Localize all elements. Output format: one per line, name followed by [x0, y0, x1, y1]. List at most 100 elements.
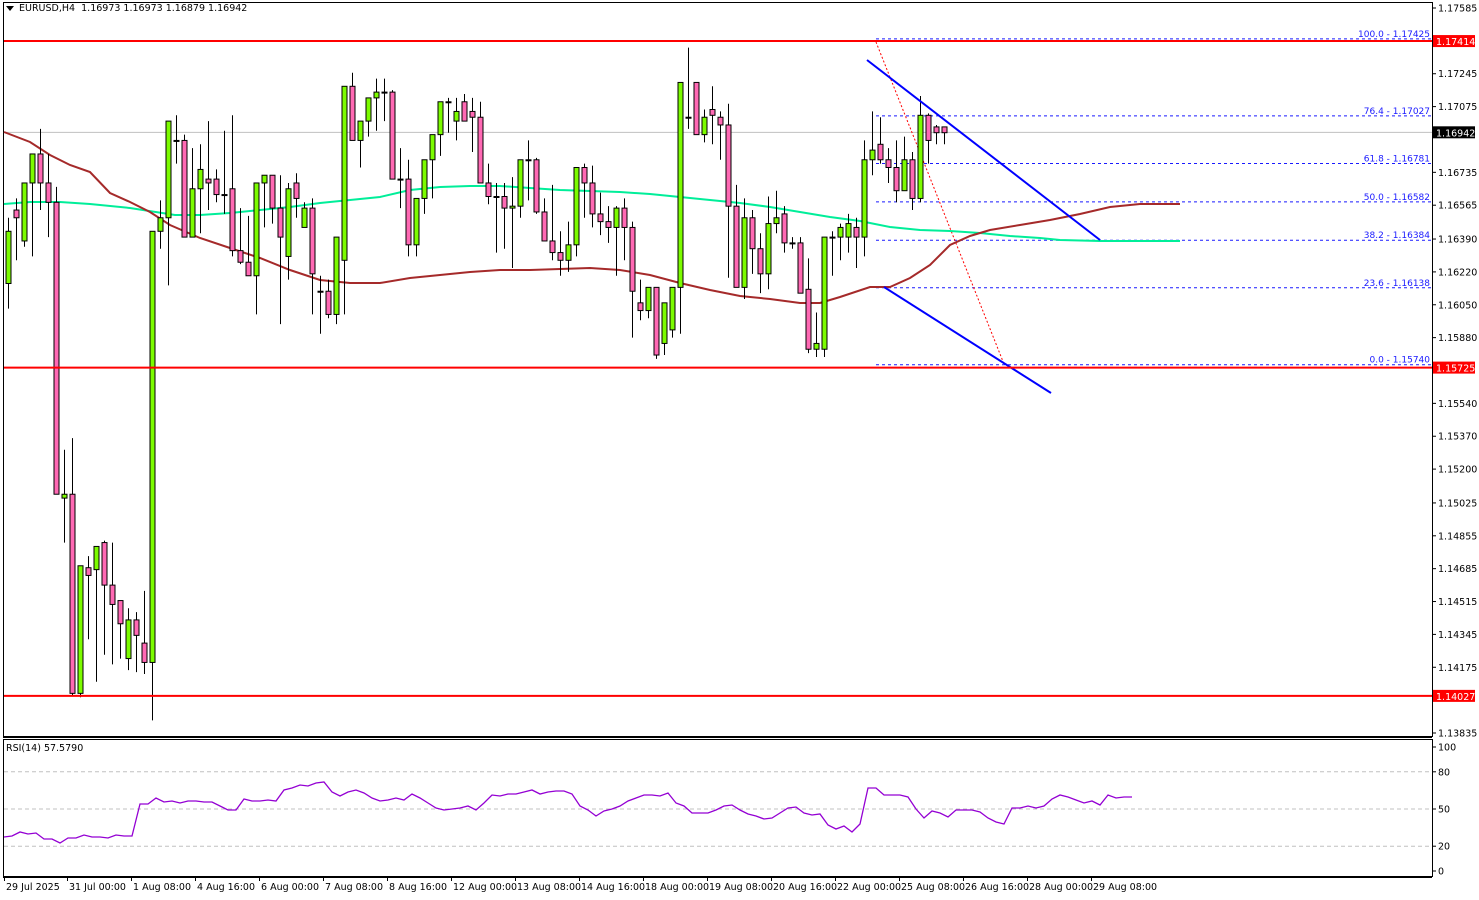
- candle: [717, 111, 724, 160]
- candle: [285, 182, 292, 280]
- x-tick-label: 22 Aug 00:00: [837, 882, 901, 893]
- candle: [301, 202, 308, 228]
- candle: [845, 213, 852, 253]
- x-tick-label: 29 Jul 2025: [6, 882, 60, 893]
- candle: [237, 208, 244, 265]
- candle: [597, 192, 604, 236]
- y-tick-label: 1.16050: [1438, 300, 1477, 311]
- candle: [781, 206, 788, 253]
- candle: [325, 279, 332, 319]
- candle: [669, 286, 676, 338]
- level-price-label: 1.14027: [1436, 692, 1475, 703]
- candle: [453, 97, 460, 141]
- candle: [765, 196, 772, 290]
- candle: [101, 540, 108, 655]
- candle: [333, 236, 340, 325]
- fib-label: 50.0 - 1.16582: [1364, 193, 1430, 203]
- candle: [605, 206, 612, 243]
- channel-lower-line[interactable]: [883, 286, 1052, 394]
- candle: [469, 97, 476, 153]
- candle: [269, 174, 276, 224]
- y-tick-label: 1.15540: [1438, 399, 1477, 410]
- candle: [405, 159, 412, 257]
- candle: [173, 115, 180, 164]
- candle: [69, 438, 76, 696]
- fib-label: 38.2 - 1.16384: [1364, 231, 1430, 241]
- level-price-label: 1.15725: [1436, 364, 1475, 375]
- y-tick-label: 1.15200: [1438, 465, 1477, 476]
- candle: [637, 279, 644, 321]
- candle: [837, 223, 844, 261]
- candle: [613, 206, 620, 276]
- candle: [53, 186, 60, 495]
- y-tick-label: 1.17585: [1438, 4, 1477, 15]
- candle: [381, 78, 388, 122]
- candle: [5, 217, 12, 309]
- candle: [181, 134, 188, 238]
- candle: [933, 124, 940, 145]
- x-tick-label: 14 Aug 16:00: [581, 882, 645, 893]
- candle: [493, 182, 500, 253]
- candle: [797, 237, 804, 294]
- candle: [61, 449, 68, 543]
- x-tick-label: 20 Aug 16:00: [773, 882, 837, 893]
- candle: [581, 163, 588, 218]
- ohlc-values: 1.16973 1.16973 1.16879 1.16942: [81, 3, 248, 14]
- level-price-tag: [1433, 361, 1475, 374]
- x-tick-label: 26 Aug 16:00: [965, 882, 1029, 893]
- candle: [749, 210, 756, 274]
- fib-label: 23.6 - 1.16138: [1364, 279, 1430, 289]
- candle: [13, 198, 20, 261]
- rsi-line: [3, 781, 1132, 844]
- main-plot-frame: [3, 2, 1433, 737]
- triangle-down-icon[interactable]: [6, 6, 14, 11]
- y-tick-label: 1.14515: [1438, 597, 1477, 608]
- candle: [389, 90, 396, 180]
- current-price-label: 1.16942: [1436, 128, 1475, 139]
- candle: [645, 286, 652, 319]
- candle: [725, 103, 732, 278]
- y-tick-label: 1.14855: [1438, 531, 1477, 542]
- candle: [789, 237, 796, 249]
- candle: [693, 81, 700, 136]
- candle: [757, 233, 764, 294]
- candle: [429, 134, 436, 199]
- fib-trend-line[interactable]: [875, 41, 1005, 365]
- current-price-tag: [1433, 126, 1475, 139]
- candle: [445, 97, 452, 133]
- candle: [149, 230, 156, 721]
- candle: [869, 111, 876, 176]
- candle: [213, 169, 220, 203]
- candle: [205, 121, 212, 211]
- candle: [261, 174, 268, 228]
- x-tick-label: 12 Aug 00:00: [453, 882, 517, 893]
- rsi-plot-frame: [3, 739, 1433, 877]
- y-tick-label: 1.15025: [1438, 498, 1477, 509]
- candle: [85, 556, 92, 640]
- rsi-tick-label: 50: [1438, 805, 1450, 816]
- y-tick-label: 1.13835: [1438, 729, 1477, 740]
- candle: [189, 148, 196, 238]
- candle: [829, 231, 836, 276]
- candle: [909, 152, 916, 211]
- candle: [317, 275, 324, 334]
- candle: [253, 182, 260, 315]
- candle: [557, 231, 564, 276]
- level-price-tag: [1433, 35, 1475, 48]
- candle: [413, 197, 420, 257]
- candle: [885, 148, 892, 183]
- candle: [709, 86, 716, 145]
- y-tick-label: 1.17245: [1438, 69, 1477, 80]
- candle: [773, 190, 780, 234]
- candle: [653, 286, 660, 359]
- level-price-tag: [1433, 689, 1475, 702]
- candle: [549, 184, 556, 261]
- candle: [661, 302, 668, 356]
- y-tick-label: 1.14345: [1438, 630, 1477, 641]
- candle: [877, 117, 884, 164]
- candle: [573, 167, 580, 257]
- rsi-tick-label: 20: [1438, 842, 1450, 853]
- channel-upper-line[interactable]: [866, 59, 1101, 241]
